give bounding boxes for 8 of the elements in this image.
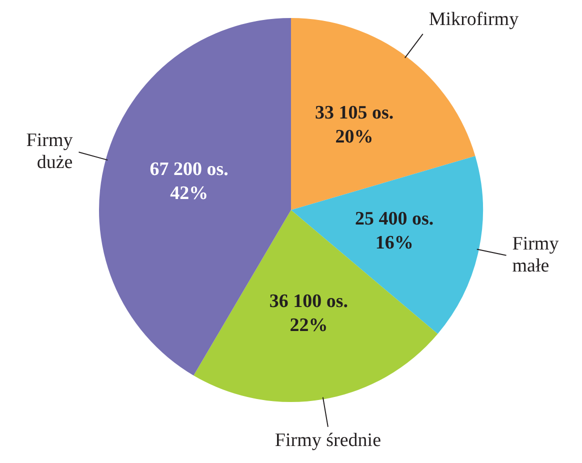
data-label: 67 200 os. 42% [150,159,228,204]
slice-label: Mikrofirmy [428,8,520,30]
slice-label: Firmy średnie [274,430,382,451]
data-label: 33 105 os. 20% [314,102,394,148]
slice-label: Firmy małe [512,233,560,276]
data-label: 36 100 os. 22% [269,291,348,336]
slice-label: Firmy duże [26,130,74,174]
data-label: 25 400 os. 16% [355,208,434,254]
